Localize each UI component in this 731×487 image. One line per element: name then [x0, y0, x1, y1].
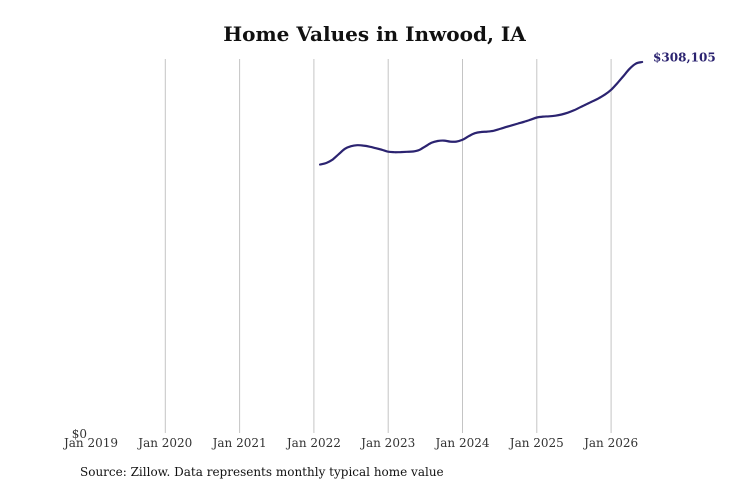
x-tick-label: Jan 2021 — [211, 436, 267, 450]
x-tick-label: Jan 2023 — [359, 436, 415, 450]
x-axis-tick-labels: Jan 2019 Jan 2020 Jan 2021 Jan 2022 Jan 2023… — [62, 436, 638, 450]
grid-lines — [164, 59, 612, 433]
x-tick-label: Jan 2024 — [433, 436, 489, 450]
x-tick-label: Jan 2020 — [136, 436, 192, 450]
y-tick-label: $0 — [72, 427, 87, 441]
x-tick-label: Jan 2019 — [62, 436, 118, 450]
source-note: Source: Zillow. Data represents monthly … — [80, 465, 444, 479]
x-tick-label: Jan 2025 — [508, 436, 564, 450]
x-tick-label: Jan 2022 — [285, 436, 341, 450]
chart-title: Home Values in Inwood, IA — [223, 22, 526, 46]
x-tick-label: Jan 2026 — [582, 436, 638, 450]
y-axis-tick-labels: $0 — [72, 427, 87, 441]
series-line-home-value — [319, 60, 644, 166]
end-value-label: $308,105 — [653, 51, 716, 65]
